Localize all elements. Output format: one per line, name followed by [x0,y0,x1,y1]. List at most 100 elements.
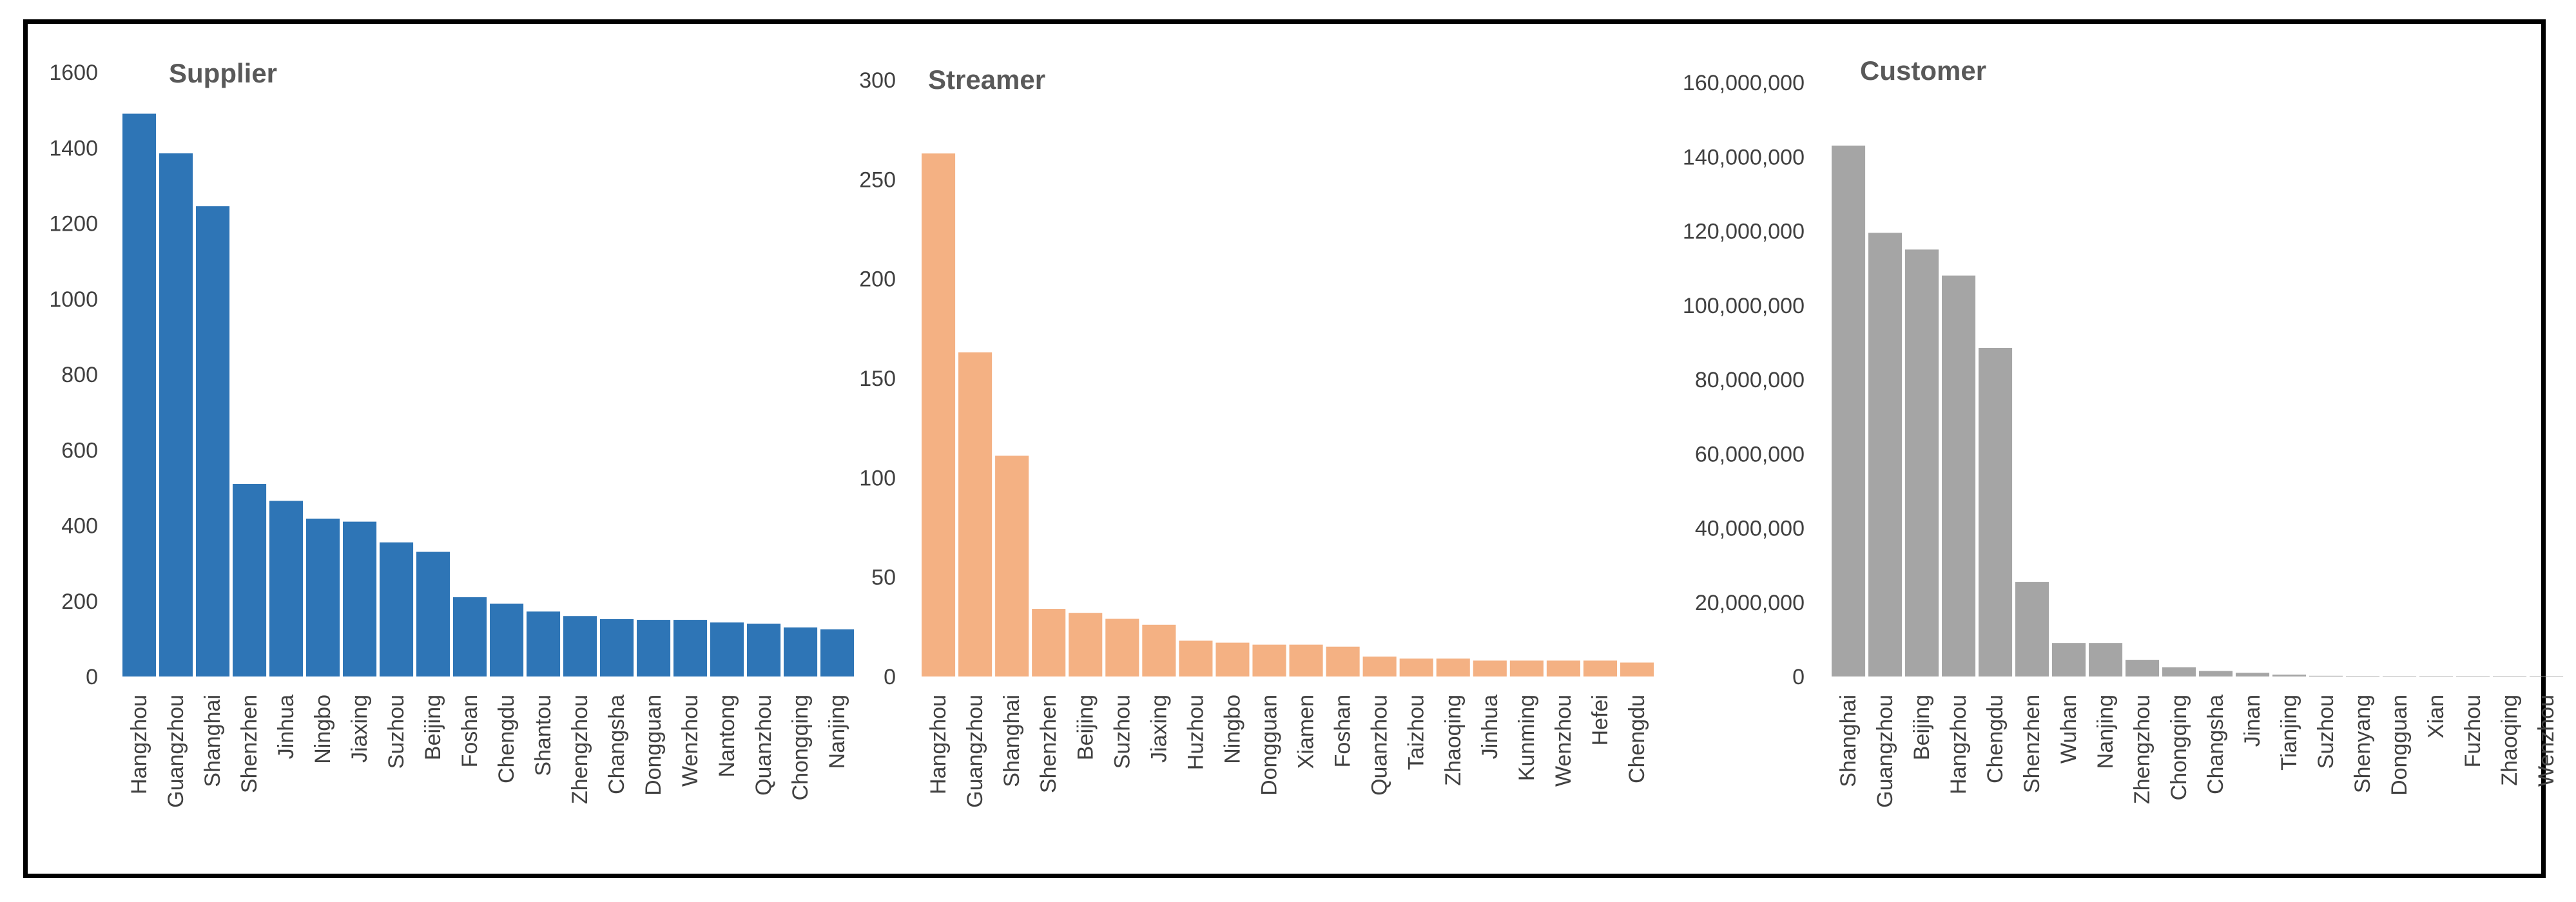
y-tick-label: 80,000,000 [1695,368,1805,392]
x-category-label: Jinhua [274,695,298,759]
bar-quanzhou [747,623,781,676]
bar-ningbo [306,518,340,676]
x-category-label: Ningbo [311,695,335,764]
x-category-label: Shenzhen [1036,695,1061,793]
x-category-label: Shanghai [200,695,225,787]
bar-tianjing [2272,675,2307,676]
x-category-label: Quanzhou [1368,695,1392,796]
bar-zhaoqing [1436,658,1470,676]
x-category-label: Shanghai [1836,695,1861,787]
x-category-label: Guangzhou [164,695,188,808]
bar-hefei [1583,660,1617,676]
x-category-label: Dongguan [641,695,666,796]
chart-customer: Customer 0 20,000,000 40,000,000 60,000,000 8… [1683,55,2564,808]
bar-hangzhou [122,113,157,677]
bar-zhengzhou [2126,660,2160,676]
bar-chengdu [1620,662,1654,676]
x-category-label: Xiamen [1294,695,1319,769]
x-category-label: Dongguan [1257,695,1282,796]
x-category-label: Shenzhen [2020,695,2044,793]
chart-supplier: Supplier 0 200 400 600 800 1000 1200 1400 1600 Han… [49,58,855,808]
y-tick-label: 0 [884,665,896,689]
x-category-label: Huzhou [1183,695,1208,770]
x-category-label: Foshan [458,695,482,767]
x-category-label: Nantong [715,695,739,778]
bar-wenzhou [673,620,708,676]
bar-shantou [527,611,561,676]
bar-shanghai [995,456,1029,676]
y-tick-label: 40,000,000 [1695,517,1805,541]
x-category-label: Taizhou [1404,695,1429,770]
bar-wuhan [2052,643,2086,676]
x-category-label: Wenzhou [2534,695,2559,787]
x-category-label: Suzhou [1110,695,1134,769]
bar-nantong [710,622,744,676]
y-tick-label: 250 [859,168,896,192]
y-tick-label: 800 [61,363,98,387]
y-tick-label: 200 [859,267,896,292]
x-category-label: Jinhua [1478,695,1502,759]
bar-guangzhou [958,352,993,676]
bar-jinan [2236,673,2270,676]
y-tick-label: 1600 [49,61,98,85]
x-category-label: Shantou [531,695,556,776]
bar-shenzhen [2015,582,2049,676]
y-tick-label: 1000 [49,287,98,312]
bar-suzhou [1105,619,1139,676]
bar-guangzhou [159,153,193,676]
x-category-label: Guangzhou [1873,695,1897,808]
x-category-label: Jiaxing [347,695,372,763]
bar-beijing [1905,249,1939,676]
x-category-label: Zhengzhou [568,695,592,804]
x-category-label: Hangzhou [1946,695,1971,794]
y-tick-label: 20,000,000 [1695,591,1805,615]
x-category-label: Changsha [605,695,629,794]
x-category-label: Beijing [421,695,445,760]
x-category-label: Wuhan [2057,695,2081,763]
y-tick-label: 60,000,000 [1695,442,1805,466]
bar-zhengzhou [563,616,597,676]
x-category-label: Tianjing [2277,695,2301,771]
y-tick-label: 200 [61,590,98,614]
y-tick-label: 120,000,000 [1683,220,1805,244]
x-category-label: Shenyang [2350,695,2375,793]
bar-foshan [453,597,487,676]
bar-beijing [1069,613,1103,676]
bar-hangzhou [922,153,956,676]
x-category-label: Jiaxing [1147,695,1171,763]
bar-shenzhen [1032,609,1066,676]
x-category-label: Kunming [1515,695,1539,781]
bar-quanzhou [1362,657,1397,676]
y-tick-label: 100,000,000 [1683,294,1805,318]
y-tick-label: 160,000,000 [1683,71,1805,95]
x-category-label: Zhaoqing [2497,695,2522,786]
x-category-label: Chengdu [1625,695,1649,783]
x-category-label: Jinan [2240,695,2265,747]
x-category-label: Hangzhou [926,695,951,794]
bar-dongguan [1252,644,1286,676]
y-tick-label: 0 [1792,665,1805,689]
x-category-label: Beijing [1910,695,1934,760]
x-category-label: Zhengzhou [2130,695,2155,804]
y-tick-label: 400 [61,514,98,539]
x-category-label: Shanghai [1000,695,1024,787]
bar-jiaxing [1142,624,1176,676]
x-category-label: Quanzhou [751,695,776,796]
x-category-label: Wenzhou [1551,695,1576,787]
bar-chengdu [1979,348,2013,676]
x-category-label: Hefei [1588,695,1612,745]
bar-chongqing [784,627,818,676]
y-tick-label: 0 [86,665,98,689]
bar-shanghai [196,206,230,676]
x-category-label: Fuzhou [2461,695,2485,767]
x-category-label: Chongqing [2167,695,2191,800]
y-tick-label: 50 [871,566,896,590]
x-category-label: Ningbo [1220,695,1244,764]
bar-shenzhen [233,484,267,676]
y-tick-label: 150 [859,367,896,391]
bar-ningbo [1215,642,1250,676]
x-category-label: Foshan [1331,695,1355,767]
bar-kunming [1509,660,1544,676]
x-category-label: Guangzhou [963,695,987,808]
y-tick-label: 1200 [49,212,98,236]
